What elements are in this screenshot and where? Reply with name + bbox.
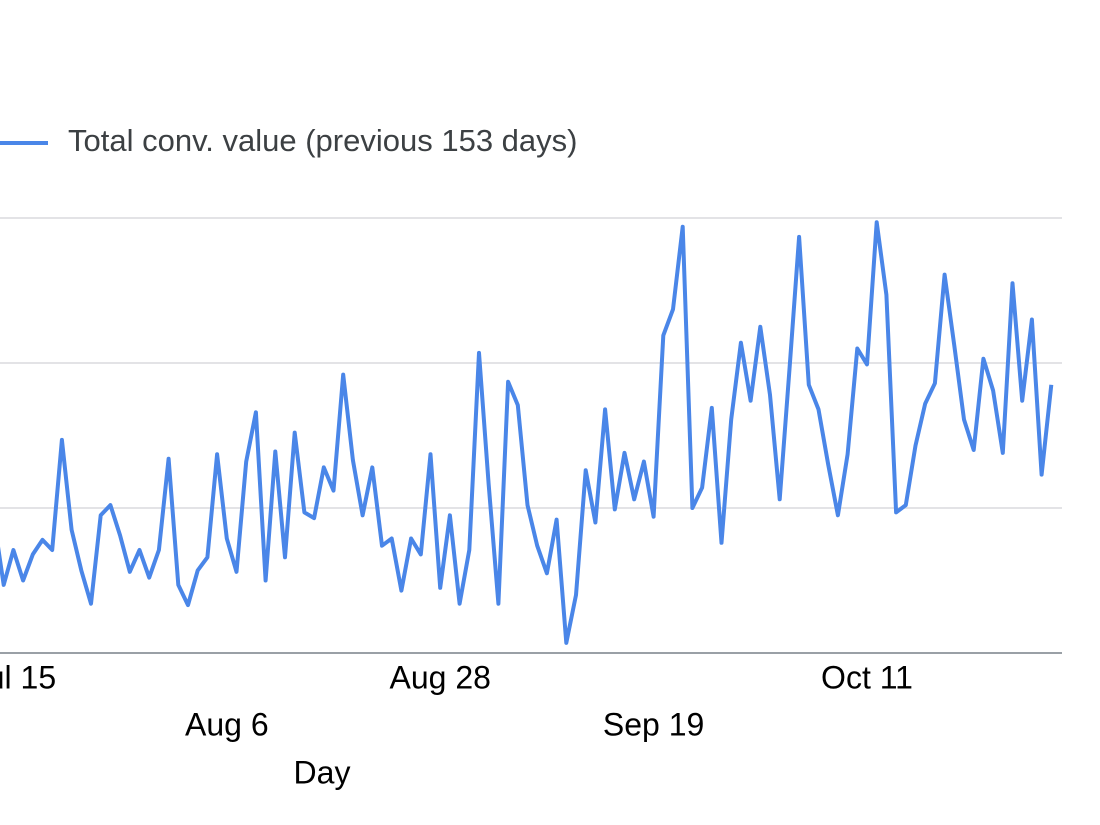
x-tick-label: Sep 19 [603, 706, 704, 742]
x-axis-title: Day [294, 754, 351, 790]
x-tick-label: Aug 28 [389, 659, 490, 695]
legend-label: Total conv. value (previous 153 days) [68, 123, 577, 158]
series-line [0, 220, 1054, 645]
x-tick-label: Jul 15 [0, 659, 56, 695]
x-tick-label: Aug 6 [185, 706, 269, 742]
x-tick-label: Oct 11 [821, 659, 913, 695]
